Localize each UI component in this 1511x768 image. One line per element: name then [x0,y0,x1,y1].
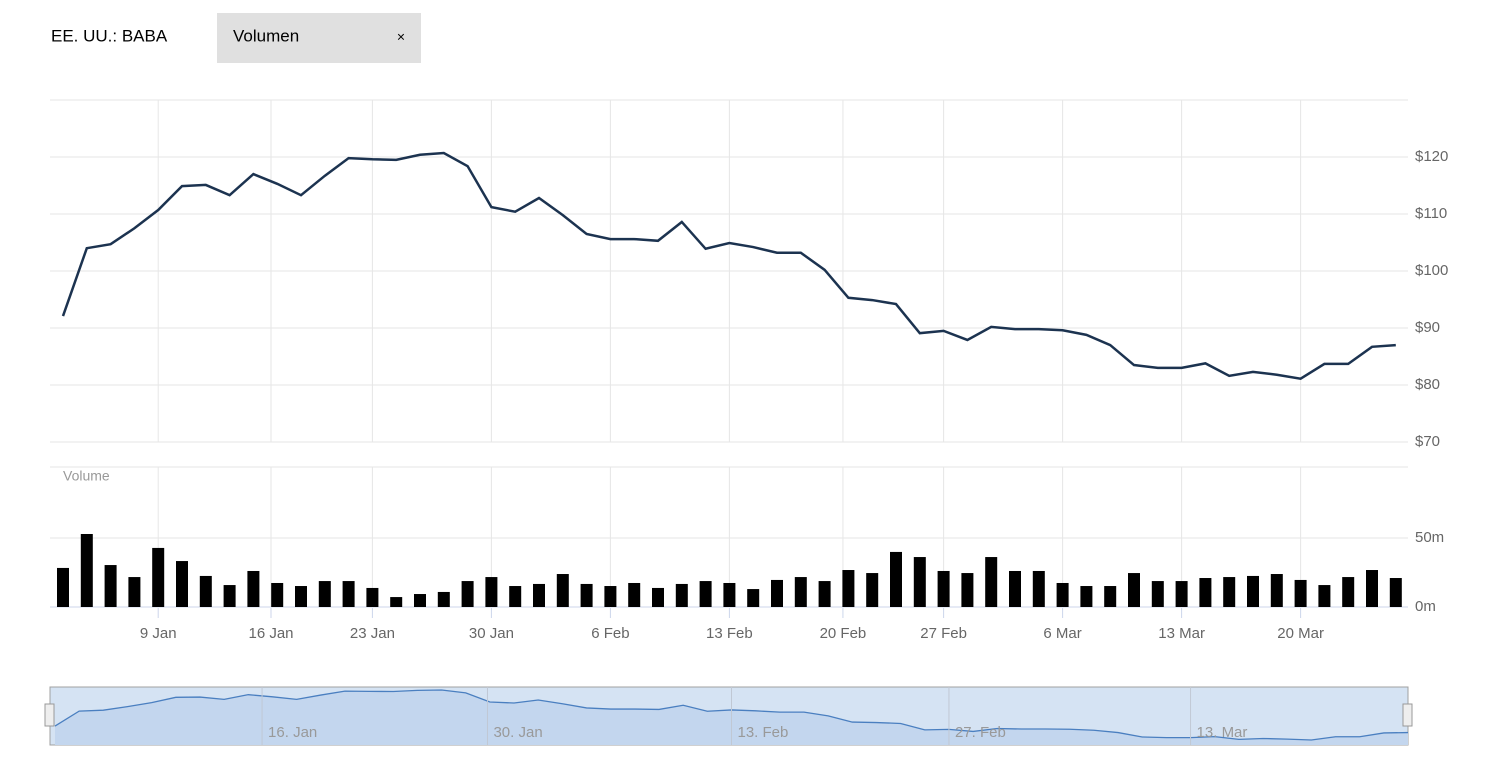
volume-bar [1223,577,1236,607]
volume-bar [961,573,974,607]
x-tick-label: 20 Mar [1277,625,1324,642]
volume-bar [913,557,926,607]
volume-bar [1342,577,1355,607]
volume-bar [318,581,331,607]
volume-bar [485,577,498,607]
x-tick-label: 13 Feb [706,625,753,642]
x-tick-label: 30 Jan [469,625,514,642]
volume-bar [57,567,69,607]
volume-bar [414,594,426,607]
volume-bar [366,587,379,607]
volume-bar [223,585,236,607]
navigator-handle[interactable] [1402,703,1413,727]
volume-bar [1009,570,1021,607]
volume-bar [1032,570,1045,607]
volume-bar [771,579,783,607]
volume-bar [747,589,760,607]
volume-bar [580,583,593,607]
volume-bar [1318,585,1331,607]
y-tick-label: $70 [1415,433,1440,450]
navigator-label: 27. Feb [955,724,1006,741]
navigator-label: 13. Feb [738,724,789,741]
volume-bar [842,570,855,607]
navigator-label: 30. Jan [493,724,542,741]
x-tick-label: 6 Feb [591,625,629,642]
volume-bar [1247,575,1259,607]
y-tick-label: $80 [1415,376,1440,393]
y-tick-label: $100 [1415,262,1448,279]
volume-bar [152,547,165,607]
y-tick-label: 50m [1415,529,1444,546]
volume-bar [1175,581,1188,607]
volume-bar [866,573,879,607]
volume-bar [295,586,307,607]
tab-close[interactable]: × [397,29,405,45]
y-tick-label: 0m [1415,598,1436,615]
volume-bar [509,586,522,607]
volume-bar [1080,586,1093,607]
volume-bar [437,591,450,607]
volume-bar [985,557,998,607]
volume-bar [176,561,188,607]
volume-title: Volume [63,468,110,484]
volume-bar [723,582,736,607]
x-tick-label: 23 Jan [350,625,395,642]
volume-bar [342,581,355,607]
symbol: EE. UU.: BABA [51,26,168,45]
volume-bar [533,583,545,607]
y-tick-label: $90 [1415,319,1440,336]
volume-bar [699,581,712,607]
volume-bar [461,581,474,607]
navigator-label: 16. Jan [268,724,317,741]
x-tick-label: 9 Jan [140,625,177,642]
navigator-label: 13. Mar [1197,724,1248,741]
y-tick-label: $120 [1415,148,1448,165]
volume-bar [80,533,93,607]
volume-bar [675,583,688,607]
x-tick-label: 27 Feb [920,625,967,642]
tab-label: Volumen [233,26,299,45]
volume-bar [1366,570,1378,607]
volume-bar [556,574,569,607]
volume-bar [1294,579,1307,607]
volume-bar [128,577,141,607]
price-line [61,151,1396,381]
x-tick-label: 16 Jan [248,625,293,642]
tab-bg [217,13,421,63]
volume-tab[interactable]: Volumen × [217,13,421,63]
volume-bar [1151,581,1164,607]
volume-bar [1199,578,1212,607]
volume-bar [604,586,617,607]
volume-bar [271,582,284,607]
navigator-handle[interactable] [44,703,55,727]
y-tick-label: $110 [1415,205,1447,222]
x-tick-label: 6 Mar [1043,625,1081,642]
volume-bar [1056,582,1069,607]
volume-bar [1389,578,1402,607]
volume-bar [890,551,902,607]
volume-bar [104,565,117,607]
volume-bar [199,575,212,607]
volume-bar [1104,586,1117,607]
volume-bar [652,587,664,607]
x-tick-label: 13 Mar [1158,625,1205,642]
volume-bar [818,581,831,607]
volume-bar [1128,573,1140,607]
volume-bar [1270,574,1283,607]
x-tick-label: 20 Feb [820,625,867,642]
volume-bar [937,570,950,607]
volume-bar [794,577,807,607]
volume-bar [628,582,641,607]
volume-bar [390,597,403,607]
volume-bar [247,570,260,607]
